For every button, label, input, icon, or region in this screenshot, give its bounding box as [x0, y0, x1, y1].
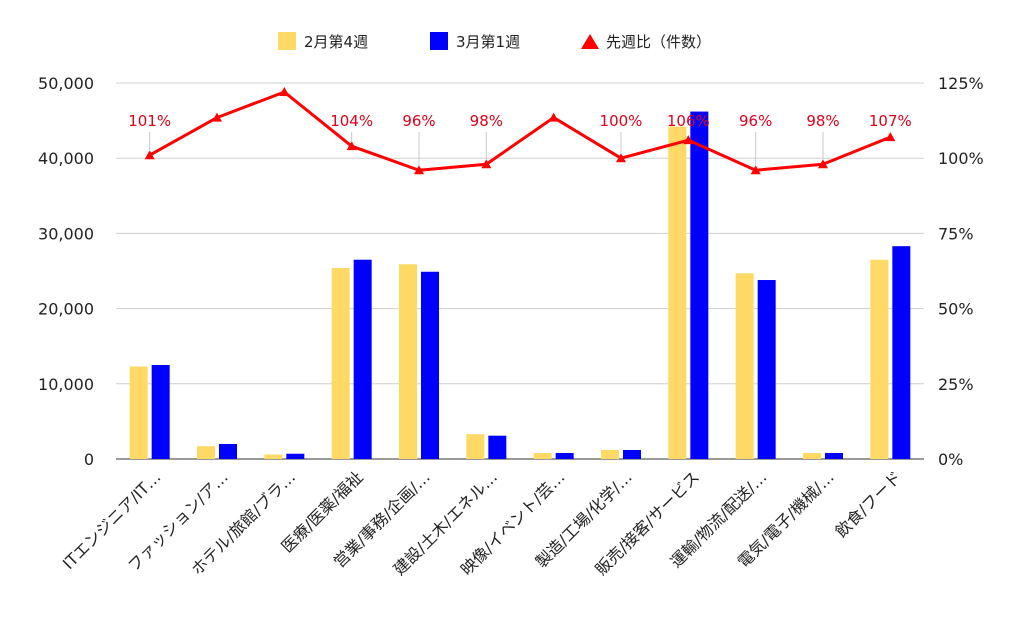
ratio-point: [548, 112, 559, 122]
left-tick-label: 0: [84, 450, 94, 469]
ratio-point: [414, 165, 424, 175]
bar: [129, 366, 148, 459]
bar: [668, 126, 687, 459]
data-label: 100%: [600, 112, 643, 130]
bar: [825, 452, 843, 459]
bar: [803, 452, 821, 459]
left-tick-label: 10,000: [38, 375, 94, 394]
bar-series: [129, 111, 911, 460]
bar: [533, 452, 552, 459]
data-label: 98%: [470, 112, 503, 130]
bar: [466, 434, 485, 459]
ratio-point: [481, 159, 492, 169]
ratio-point: [212, 112, 222, 122]
data-label: 96%: [402, 112, 435, 130]
ratio-point: [279, 87, 290, 97]
right-tick-label: 100%: [938, 149, 984, 168]
bar: [331, 267, 350, 459]
ratio-point: [144, 150, 155, 160]
data-labels: 101% 104% 96% 98% 100% 106% 96% 98% 107%: [128, 112, 912, 167]
bar: [735, 273, 754, 459]
gridlines: [116, 82, 924, 460]
left-axis: 0 10,000 20,000 30,000 40,000 50,000: [38, 74, 94, 469]
x-axis-categories: ITエンジニア/IT…ファッション/ア…ホテル/旅館/ブラ…医療/医薬/福祉営業…: [59, 467, 905, 579]
bar: [151, 365, 170, 459]
right-tick-label: 125%: [938, 74, 984, 93]
bar: [219, 443, 237, 459]
bar: [197, 446, 215, 459]
ratio-line-series: [144, 87, 896, 175]
legend-label-mar-week1: 3月第1週: [456, 33, 520, 51]
bar: [757, 280, 776, 459]
bar: [690, 111, 709, 460]
data-label: 96%: [739, 112, 772, 130]
right-tick-label: 50%: [938, 300, 974, 319]
legend-label-ratio: 先週比（件数）: [606, 33, 711, 51]
bar: [421, 271, 439, 459]
legend-swatch-feb-week4: [278, 32, 296, 50]
ratio-point: [616, 153, 626, 163]
legend-triangle-icon: [581, 34, 599, 49]
data-label: 101%: [128, 112, 171, 130]
ratio-point: [818, 159, 828, 169]
bar: [870, 259, 889, 459]
bar: [286, 453, 305, 459]
bar: [399, 264, 417, 459]
left-tick-label: 30,000: [38, 224, 94, 243]
bar: [892, 246, 911, 459]
bar: [488, 435, 507, 459]
ratio-point: [683, 135, 694, 145]
right-axis: 0% 25% 50% 75% 100% 125%: [938, 74, 984, 469]
left-tick-label: 50,000: [38, 74, 94, 93]
right-tick-label: 25%: [938, 375, 974, 394]
bar: [623, 449, 641, 459]
ratio-point: [750, 165, 761, 175]
legend-swatch-mar-week1: [430, 32, 448, 50]
ratio-point: [885, 132, 896, 142]
bar: [555, 452, 574, 459]
category-label: 飲食/フード: [831, 467, 905, 541]
right-tick-label: 0%: [938, 450, 963, 469]
left-tick-label: 20,000: [38, 300, 94, 319]
legend: 2月第4週 3月第1週 先週比（件数）: [278, 32, 711, 51]
data-label: 106%: [667, 112, 710, 130]
bar: [353, 259, 372, 459]
ratio-point: [346, 141, 357, 151]
data-label: 98%: [806, 112, 839, 130]
legend-label-feb-week4: 2月第4週: [304, 33, 368, 51]
ratio-line: [148, 90, 891, 172]
right-tick-label: 75%: [938, 224, 974, 243]
bar: [264, 454, 283, 459]
data-label: 107%: [869, 112, 912, 130]
bar: [601, 449, 619, 459]
data-label: 104%: [330, 112, 373, 130]
left-tick-label: 40,000: [38, 149, 94, 168]
